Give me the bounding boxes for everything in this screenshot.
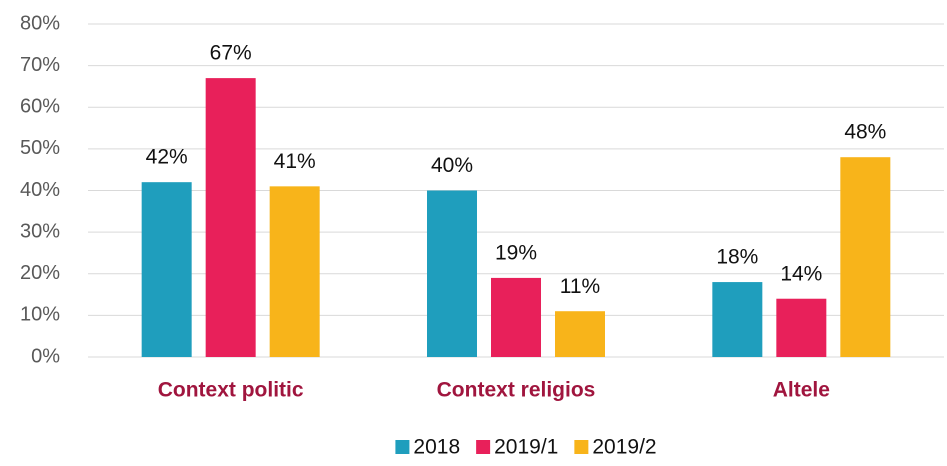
value-label: 19% [495, 241, 537, 264]
y-tick-label: 30% [20, 220, 60, 242]
value-label: 48% [844, 121, 886, 144]
y-tick-label: 20% [20, 262, 60, 284]
y-tick-label: 10% [20, 304, 60, 326]
bar [491, 277, 541, 357]
y-tick-label: 70% [20, 54, 60, 76]
x-tick-label: Context religios [437, 379, 596, 402]
value-label: 67% [210, 42, 252, 65]
bar [269, 186, 320, 357]
bar [427, 190, 477, 357]
y-tick-label: 80% [20, 12, 60, 34]
y-tick-label: 40% [20, 179, 60, 201]
value-label: 42% [146, 146, 188, 169]
y-tick-label: 50% [20, 137, 60, 159]
y-tick-label: 0% [31, 345, 60, 367]
value-label: 11% [560, 275, 600, 298]
legend-label: 2019/1 [494, 436, 558, 459]
y-tick-label: 60% [20, 96, 60, 118]
value-label: 14% [780, 262, 822, 285]
x-tick-label: Altele [773, 379, 830, 402]
legend-label: 2019/2 [592, 436, 656, 459]
bar [776, 298, 827, 357]
legend-swatch [574, 440, 589, 454]
legend-swatch [476, 440, 491, 454]
legend-label: 2018 [413, 436, 460, 459]
legend-swatch [395, 440, 410, 454]
bar [840, 157, 891, 357]
bar [205, 78, 256, 358]
value-label: 41% [274, 150, 316, 173]
x-tick-label: Context politic [158, 379, 304, 402]
bar [141, 182, 192, 357]
value-label: 18% [716, 246, 758, 269]
bar [712, 282, 763, 357]
bar [555, 311, 605, 357]
value-label: 40% [431, 154, 473, 177]
